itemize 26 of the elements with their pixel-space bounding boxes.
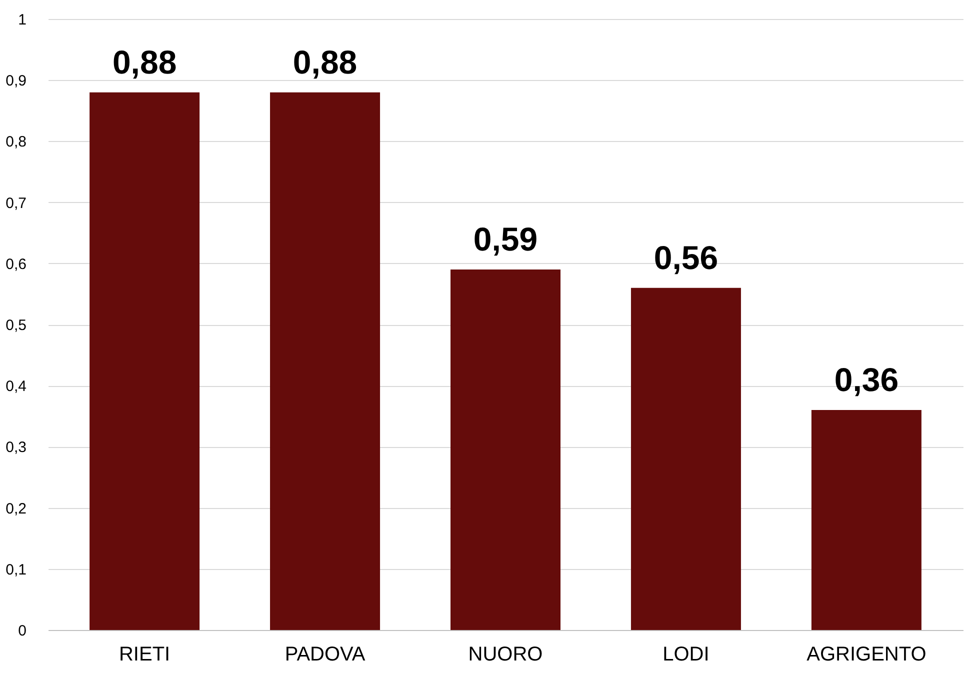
data-label: 0,59 [473,220,538,258]
x-tick-label: LODI [662,644,710,666]
x-tick-label: PADOVA [284,644,366,666]
x-tick-label: RIETI [118,644,170,666]
x-tick-label: NUORO [468,644,543,666]
y-tick-label: 0,7 [6,194,26,212]
y-tick-label: 0,5 [6,317,26,334]
y-tick-label: 0,1 [6,561,26,578]
y-tick-label: 0,9 [6,72,26,90]
y-tick-label: 0,4 [6,378,26,396]
bar [811,410,922,630]
data-label: 0,56 [654,238,718,276]
y-tick-label: 0,3 [6,439,26,456]
y-tick-label: 0,6 [6,256,26,273]
x-tick-label: AGRIGENTO [806,644,926,666]
data-label: 0,36 [834,361,899,398]
bar [450,270,560,630]
bar [270,92,380,630]
bar [630,288,741,630]
data-label: 0,88 [112,43,177,80]
data-label: 0,88 [292,43,358,80]
y-tick-label: 0,2 [6,500,26,518]
y-tick-label: 1 [18,12,26,28]
y-tick-label: 0 [18,622,26,640]
bar [90,92,200,630]
y-tick-label: 0,8 [6,134,26,151]
